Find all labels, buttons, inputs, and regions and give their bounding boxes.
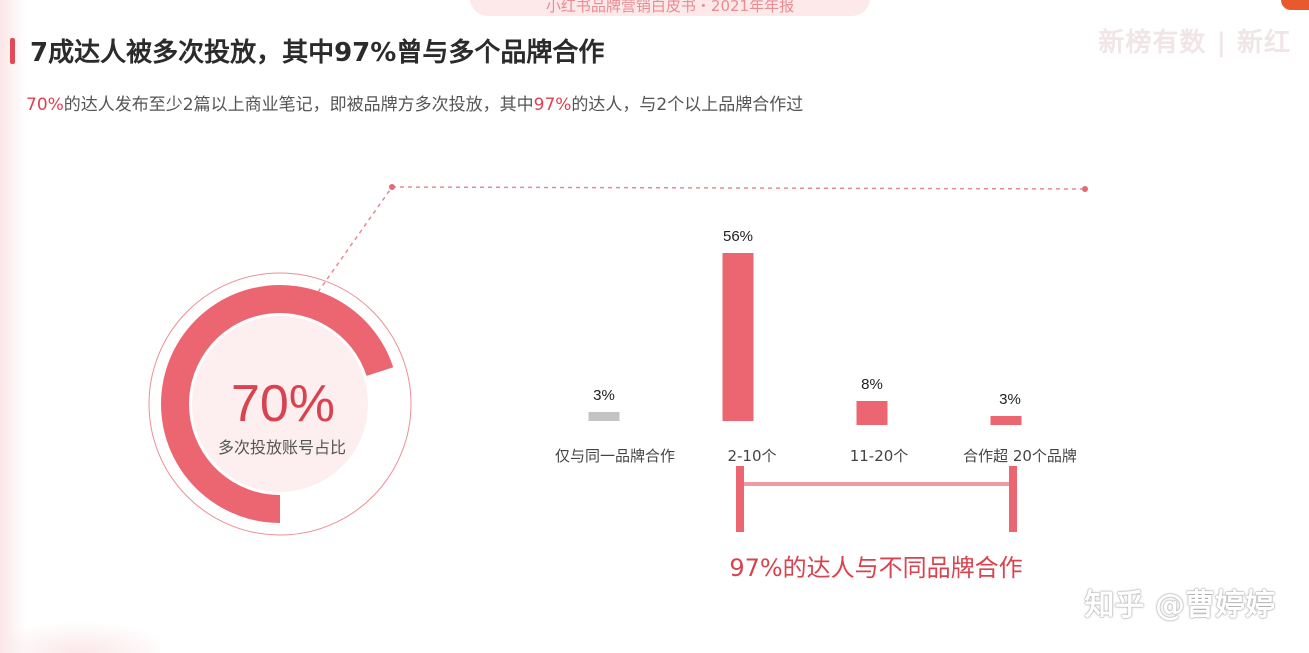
bar-value-label-4: 3% xyxy=(999,391,1021,408)
bracket-right-post xyxy=(1009,466,1017,532)
connector-diagonal xyxy=(317,186,393,293)
corner-accent xyxy=(1281,0,1309,10)
bar-category-label-3: 11-20个 xyxy=(850,447,909,465)
bar-1 xyxy=(588,412,620,421)
donut-center-label: 多次投放账号占比 xyxy=(218,438,346,457)
subtitle-pct-2: 97% xyxy=(533,95,572,115)
bar-category-label-2: 2-10个 xyxy=(727,447,776,465)
bar-group: 3% 仅与同一品牌合作 56% 2-10个 8% 11-20个 3% 合作超 20个品牌 xyxy=(555,228,1077,465)
bracket-left-post xyxy=(736,466,744,532)
bracket-annotation: 97%的达人与不同品牌合作 xyxy=(729,554,1022,582)
bar-2 xyxy=(722,253,754,421)
report-tab: 小红书品牌营销白皮书・2021年年报 xyxy=(470,0,870,16)
subtitle-pct-1: 70% xyxy=(26,95,64,115)
brand-watermark: 新榜有数 | 新红 xyxy=(1098,28,1291,58)
bar-category-label-4: 合作超 20个品牌 xyxy=(963,447,1077,465)
connector-horizontal xyxy=(391,186,1086,190)
subtitle-text-1: 的达人发布至少2篇以上商业笔记，即被品牌方多次投放，其中 xyxy=(63,95,534,115)
bar-category-label-1: 仅与同一品牌合作 xyxy=(555,447,675,465)
zhihu-watermark: 知乎 @曹婷婷 xyxy=(1084,588,1275,623)
page-subtitle: 70%的达人发布至少2篇以上商业笔记，即被品牌方多次投放，其中97%的达人，与2… xyxy=(26,90,803,115)
page-title: 7成达人被多次投放，其中97%曾与多个品牌合作 xyxy=(30,38,605,68)
donut-inner-disc xyxy=(192,316,368,492)
subtitle-text-2: 的达人，与2个以上品牌合作过 xyxy=(571,95,804,115)
bar-3 xyxy=(856,401,888,425)
connector-dot-left xyxy=(389,184,395,190)
connector-dot-right xyxy=(1082,186,1088,192)
title-marker xyxy=(10,38,15,64)
bar-4 xyxy=(990,416,1022,425)
bar-value-label-3: 8% xyxy=(861,376,883,393)
donut-arc xyxy=(161,285,394,523)
bar-value-label-2: 56% xyxy=(723,228,753,245)
bracket-span xyxy=(744,482,1009,486)
donut-center-value: 70% xyxy=(231,375,335,433)
donut-outer-ring xyxy=(148,272,412,536)
bar-value-label-1: 3% xyxy=(593,387,615,404)
